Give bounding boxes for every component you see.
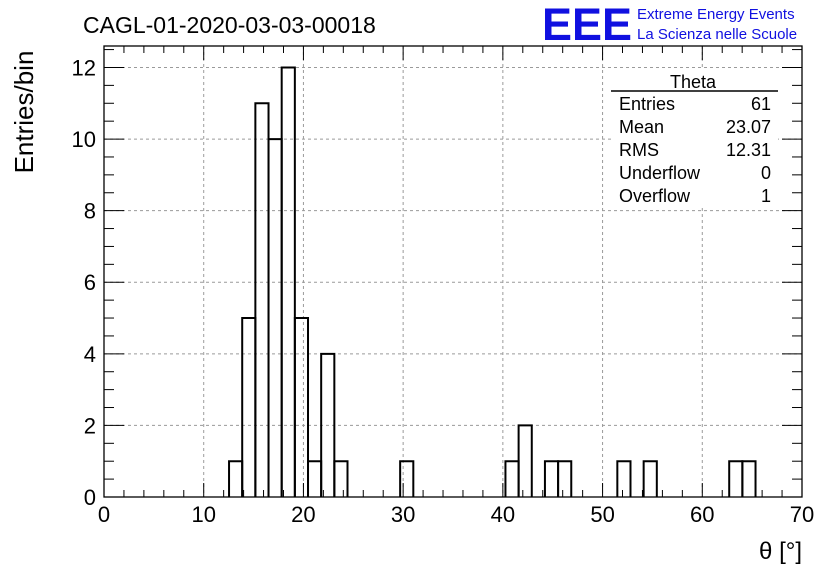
axis-ticks	[103, 46, 803, 498]
histogram-bin	[741, 460, 757, 497]
y-tick-label: 2	[84, 413, 96, 438]
y-tick-label: 10	[72, 127, 96, 152]
stats-title: Theta	[670, 72, 717, 92]
y-tick-label: 12	[72, 55, 96, 80]
stats-row-label: RMS	[619, 140, 659, 160]
stats-row-label: Overflow	[619, 186, 691, 206]
y-tick-label: 4	[84, 342, 96, 367]
grid-lines	[104, 46, 802, 497]
x-tick-label: 70	[790, 502, 814, 527]
x-axis-label: θ [°]	[759, 538, 802, 565]
x-tick-label: 0	[98, 502, 110, 527]
eee-logo: EEE Extreme Energy Events La Scienza nel…	[542, 0, 797, 50]
x-tick-label: 60	[690, 502, 714, 527]
logo-line-1: Extreme Energy Events	[637, 6, 795, 23]
y-axis-label: Entries/bin	[9, 51, 39, 174]
histogram-bin	[642, 460, 658, 497]
plot-frame	[103, 45, 803, 498]
x-tick-label: 40	[491, 502, 515, 527]
histogram-bin	[504, 460, 520, 497]
histogram-bin	[228, 460, 244, 497]
y-tick-label: 0	[84, 485, 96, 510]
y-tick-label: 6	[84, 270, 96, 295]
stats-row-label: Mean	[619, 117, 664, 137]
logo-line-2: La Scienza nelle Scuole	[637, 26, 797, 43]
histogram-bin	[254, 102, 270, 497]
histogram-bin	[517, 424, 533, 497]
histogram-bin	[557, 460, 573, 497]
histogram-bars	[228, 66, 757, 497]
histogram-bin	[616, 460, 632, 497]
stats-row-value: 12.31	[726, 140, 771, 160]
chart-title: CAGL-01-2020-03-03-00018	[83, 12, 376, 38]
stats-box: Theta Entries 61 Mean 23.07 RMS 12.31 Underflo…	[611, 70, 778, 208]
histogram-bin	[333, 460, 349, 497]
x-tick-label: 10	[191, 502, 215, 527]
histogram-bin	[728, 460, 744, 497]
x-tick-label: 20	[291, 502, 315, 527]
histogram-bin	[241, 317, 257, 497]
histogram-bin	[320, 352, 336, 497]
x-tick-label: 50	[590, 502, 614, 527]
histogram-bin	[267, 138, 283, 497]
x-tick-label: 30	[391, 502, 415, 527]
stats-row-value: 23.07	[726, 117, 771, 137]
stats-row-label: Entries	[619, 94, 675, 114]
histogram-bin	[543, 460, 560, 497]
stats-row-label: Underflow	[619, 163, 701, 183]
histogram-bin	[399, 460, 415, 497]
y-tick-label: 8	[84, 199, 96, 224]
logo-mark: EEE	[542, 0, 632, 50]
histogram-bin	[293, 317, 310, 497]
stats-row-value: 61	[751, 94, 771, 114]
histogram-bin	[280, 66, 296, 497]
stats-row-value: 1	[761, 186, 771, 206]
histogram-bin	[307, 460, 323, 497]
stats-row-value: 0	[761, 163, 771, 183]
